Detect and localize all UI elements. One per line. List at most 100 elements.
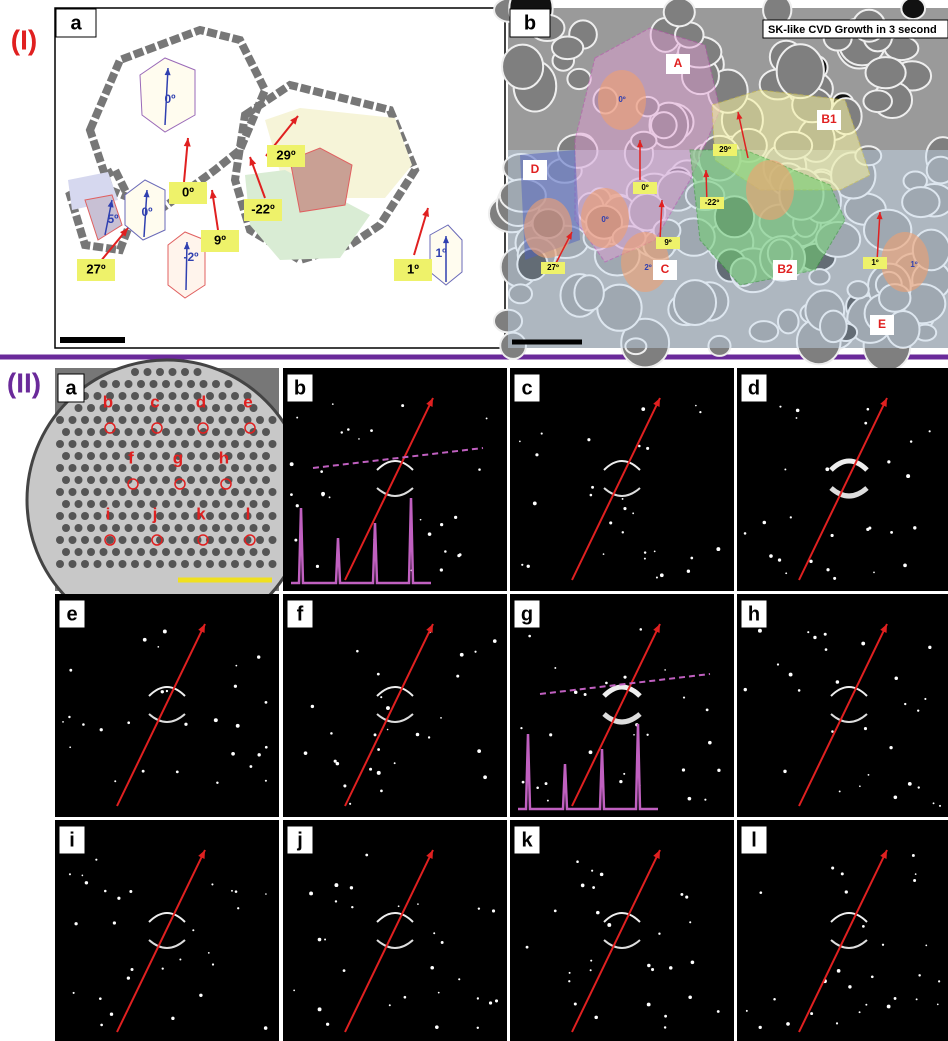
spot [865,1004,867,1006]
hole [244,464,252,472]
spot [769,554,773,558]
spot [398,905,400,907]
hole [162,428,170,436]
spot [495,999,498,1002]
panel-label: e [66,603,77,625]
spot [594,1016,598,1020]
hole [62,548,70,556]
hole [137,404,145,412]
spot [486,417,488,419]
spot [265,893,267,895]
hole [206,560,214,568]
spot [73,992,75,994]
point-label: i [106,504,111,523]
hole [87,476,95,484]
spot [290,462,294,466]
spot [864,422,867,425]
spot [433,932,435,934]
spot [69,669,72,672]
spot [85,881,88,884]
hole [119,512,127,520]
hole [150,548,158,556]
hole [81,488,89,496]
point-label: b [103,392,113,411]
spot [454,516,457,519]
hole [219,392,227,400]
hole [181,440,189,448]
spot [377,771,381,775]
hole [206,416,214,424]
hole [237,548,245,556]
spot [938,980,940,982]
spot [904,703,906,705]
hole [119,560,127,568]
spot [913,879,916,882]
hole [231,416,239,424]
hole [194,560,202,568]
spot [680,893,683,896]
hole [144,464,152,472]
hole [187,380,195,388]
spot [632,512,634,514]
hole [137,548,145,556]
hole [156,440,164,448]
hole [56,416,64,424]
hole [144,560,152,568]
spot [324,939,326,941]
spot [867,408,870,411]
spot [332,403,334,405]
panel-label: b [294,377,306,399]
panel-label: h [748,603,760,625]
hole [144,440,152,448]
hole [75,452,83,460]
cell [863,90,891,112]
spot [520,727,522,729]
hole [256,488,264,496]
hole [269,560,277,568]
hole [219,536,227,544]
spot [778,558,781,561]
spot [584,693,587,696]
spot [589,750,593,754]
hole [94,440,102,448]
spot [699,411,701,413]
spot [912,854,915,857]
spot [825,648,828,651]
panel [510,594,734,817]
panel [283,368,507,591]
hole [150,476,158,484]
region-label: E [878,317,886,331]
hole [125,404,133,412]
hole [212,548,220,556]
hole [62,452,70,460]
hole [169,392,177,400]
spot [929,430,931,432]
hole [206,488,214,496]
panel-label: d [748,377,760,399]
hole [106,440,114,448]
spot [925,945,927,947]
hole [81,512,89,520]
spot [917,710,919,712]
hole [106,560,114,568]
spot [786,1022,790,1026]
hole [112,380,120,388]
hole [250,476,258,484]
spot [343,784,346,787]
point-label: e [243,392,252,411]
region-label: C [661,262,670,276]
cell [901,0,925,19]
spot [541,432,543,434]
hole [100,524,108,532]
spot [660,573,664,577]
hole [106,536,114,544]
spot [321,493,324,496]
hole [175,548,183,556]
hole [144,416,152,424]
hole [231,560,239,568]
panel-label: a [65,377,77,399]
angle-label: -22º [251,201,275,216]
hole [137,500,145,508]
spot [717,769,720,772]
spot [349,803,351,805]
